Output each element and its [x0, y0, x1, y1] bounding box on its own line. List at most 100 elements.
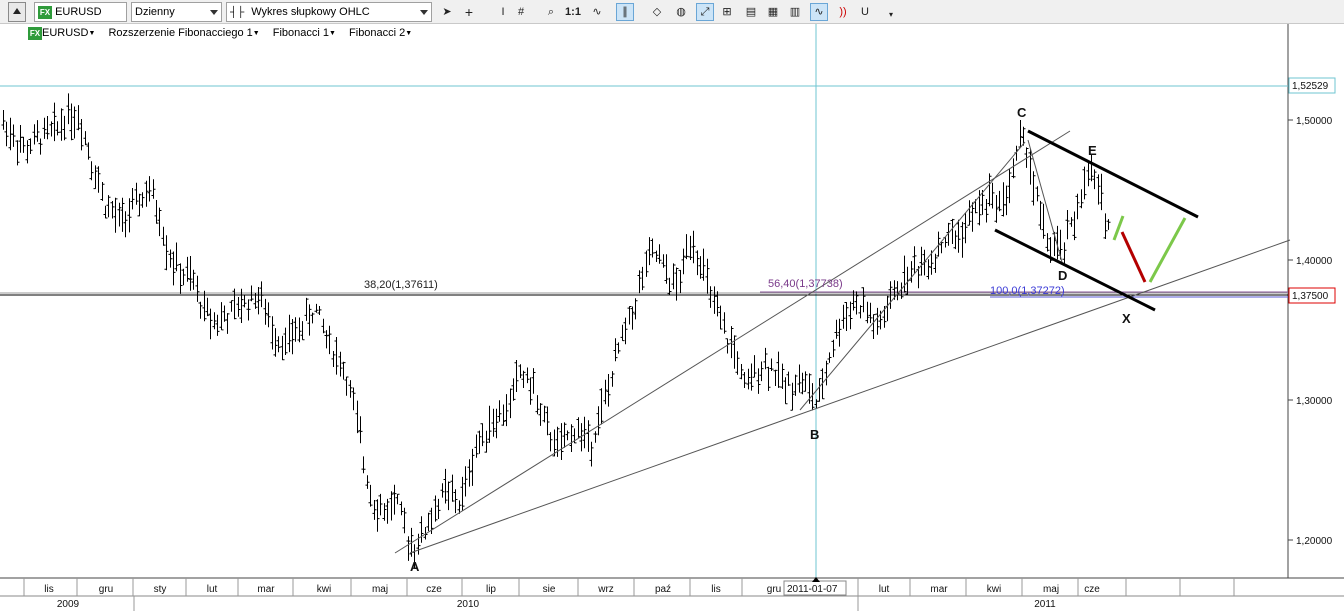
ohlc-bar	[270, 316, 275, 350]
fib-label-100: 100,0(1,37272)	[990, 285, 1065, 297]
legend-item-fib-extension[interactable]: Rozszerzenie Fibonacciego 1▼	[108, 27, 259, 39]
ohlc-bar	[491, 408, 496, 437]
ohlc-bar	[603, 379, 608, 405]
layout-icon[interactable]: ▦	[767, 6, 779, 18]
grid-hash-icon[interactable]: #	[517, 6, 525, 18]
ohlc-bar	[185, 256, 190, 282]
ohlc-bar	[4, 121, 9, 147]
ohlc-bar	[967, 200, 972, 226]
objects-icon[interactable]: ⊞	[722, 6, 732, 18]
ohlc-bar	[718, 305, 723, 330]
interval-value: Dzienny	[135, 6, 175, 18]
trendline-icon[interactable]: ⤢	[696, 3, 714, 21]
ohlc-bar	[902, 255, 907, 293]
crosshair-icon[interactable]: +	[464, 4, 474, 20]
ohlc-bar	[287, 314, 292, 353]
ohlc-bar	[1007, 168, 1012, 204]
legend-symbol[interactable]: FX EURUSD▼	[28, 27, 95, 40]
ohlc-bar	[871, 314, 876, 339]
chart-type-select[interactable]: ┤├ Wykres słupkowy OHLC	[226, 2, 432, 22]
ohlc-bar	[980, 190, 985, 215]
ohlc-bar	[402, 507, 407, 534]
eraser-icon[interactable]: ◇	[652, 6, 662, 18]
ohlc-bar	[929, 250, 934, 275]
ohlc-bar	[130, 188, 135, 210]
chart-legend: FX EURUSD▼ Rozszerzenie Fibonacciego 1▼ F…	[28, 27, 422, 43]
ohlc-bar	[814, 399, 819, 409]
text-cursor-icon[interactable]: I	[501, 6, 505, 18]
legend-item-fib-2[interactable]: Fibonacci 2▼	[349, 27, 412, 39]
ohlc-bar	[851, 290, 856, 311]
month-label: gru	[767, 584, 781, 595]
ohlc-bar	[701, 248, 706, 281]
wave-highlight-icon[interactable]: ∿	[810, 3, 828, 21]
ohlc-bar	[1092, 169, 1097, 190]
toolbar: FX EURUSD Dzienny ┤├ Wykres słupkowy OHL…	[0, 0, 1344, 24]
ohlc-bar	[739, 364, 744, 380]
ohlc-bar	[273, 328, 278, 357]
zoom-1to1-button[interactable]: 1:1	[565, 6, 581, 18]
ohlc-bar	[222, 305, 227, 322]
ohlc-bar	[436, 498, 441, 519]
indicator-wave-icon[interactable]: ∿	[592, 6, 602, 18]
ohlc-bar	[368, 484, 373, 507]
legend-item-fib-1[interactable]: Fibonacci 1▼	[273, 27, 336, 39]
symbol-value: EURUSD	[55, 6, 102, 18]
channel-upper-line	[1027, 129, 1199, 219]
ohlc-bar	[1106, 219, 1111, 230]
ohlc-bar	[586, 420, 591, 452]
ohlc-bar	[933, 253, 938, 273]
ohlc-bar	[450, 474, 455, 502]
signal-icon[interactable]: ))	[839, 6, 847, 18]
year-label: 2009	[57, 599, 80, 610]
ohlc-bar	[147, 176, 152, 202]
ohlc-bar	[671, 263, 676, 290]
symbol-input[interactable]: FX EURUSD	[34, 2, 127, 22]
ohlc-bar	[1103, 213, 1108, 239]
ohlc-bar	[501, 404, 506, 426]
ohlc-bars	[1, 93, 1111, 569]
month-label: wrz	[597, 584, 614, 595]
ohlc-bar	[79, 119, 84, 151]
collapse-toolbar-button[interactable]	[8, 2, 26, 22]
ohlc-bar	[202, 290, 207, 322]
parallel-lines-icon[interactable]: ∥	[616, 3, 634, 21]
ohlc-bar	[140, 192, 145, 208]
ohlc-bar	[599, 388, 604, 425]
ohlc-bar	[576, 417, 581, 438]
ohlc-bar	[62, 115, 67, 141]
fib-label-56-4: 56,40(1,37738)	[768, 278, 843, 290]
ohlc-bar	[205, 297, 210, 317]
interval-select[interactable]: Dzienny	[131, 2, 222, 22]
zoom-icon[interactable]: ⌕	[547, 6, 555, 18]
ohlc-bar	[83, 131, 88, 146]
ohlc-bar	[69, 103, 74, 141]
month-label: kwi	[987, 584, 1001, 595]
overflow-icon[interactable]: ▾	[888, 10, 893, 19]
ohlc-bar	[1031, 171, 1036, 206]
ohlc-bar	[300, 321, 305, 341]
paint-icon[interactable]: ◍	[676, 6, 686, 18]
ohlc-bar	[861, 287, 866, 313]
indicator-list-icon[interactable]: ▥	[789, 6, 801, 18]
ohlc-bar	[650, 238, 655, 258]
ohlc-bar	[144, 180, 149, 207]
ohlc-bar	[997, 190, 1002, 212]
trendline-c-d	[1027, 139, 1063, 263]
ohlc-bar	[1028, 148, 1033, 185]
ohlc-bar	[1045, 233, 1050, 252]
cursor-arrow-icon[interactable]: ➤	[442, 6, 452, 18]
ohlc-bar	[321, 318, 326, 334]
ohlc-bar	[1038, 200, 1043, 230]
ohlc-bar	[157, 207, 162, 237]
ohlc-bar	[844, 302, 849, 331]
ohlc-bar	[1069, 217, 1074, 227]
ohlc-bar	[963, 213, 968, 244]
ohlc-bar	[137, 193, 142, 217]
ohlc-bar	[708, 286, 713, 308]
ohlc-bar	[351, 387, 356, 411]
template-icon[interactable]: ▤	[745, 6, 757, 18]
price-chart[interactable]: 38,20(1,37611) 56,40(1,37738) 100,0(1,37…	[0, 24, 1344, 611]
magnet-icon[interactable]: U	[861, 6, 869, 18]
ohlc-bar	[178, 263, 183, 294]
